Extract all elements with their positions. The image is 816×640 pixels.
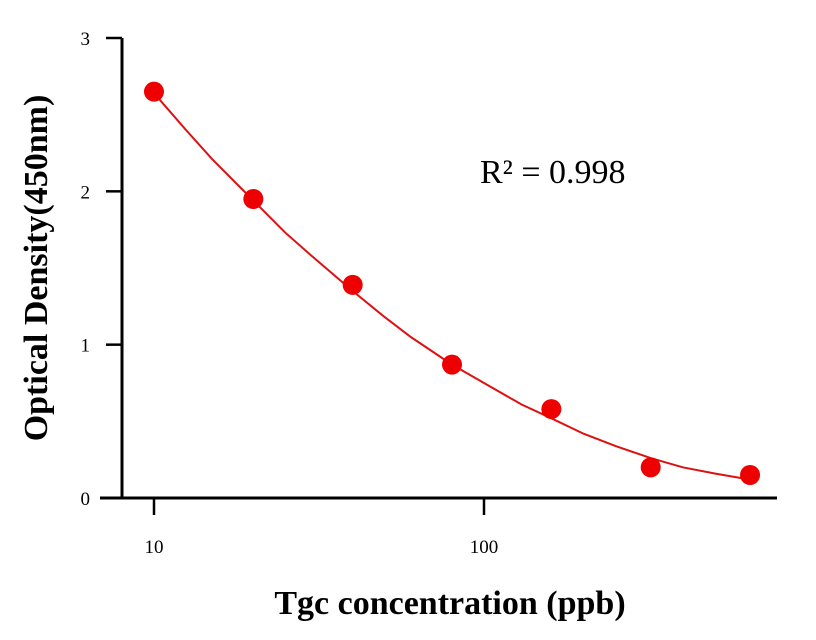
- x-tick-label: 10: [145, 537, 164, 558]
- data-point: [144, 81, 164, 102]
- y-axis-title: Optical Density(450nm): [18, 95, 55, 442]
- y-tick-label: 1: [81, 336, 91, 357]
- fit-curve: [153, 92, 751, 481]
- data-point: [342, 274, 363, 295]
- y-tick-label: 3: [81, 29, 91, 50]
- data-point: [541, 399, 562, 420]
- y-tick-label: 2: [81, 182, 91, 203]
- x-axis-title: Tgc concentration (ppb): [274, 585, 625, 622]
- r-squared-annotation: R² = 0.998: [480, 154, 626, 191]
- ticks: 0 1 2 3 10 100: [81, 29, 499, 558]
- data-point: [740, 465, 761, 485]
- y-tick-label: 0: [81, 489, 91, 510]
- axes: [100, 38, 777, 500]
- data-point: [243, 189, 264, 209]
- data-point: [640, 457, 661, 478]
- plot-area: [144, 81, 761, 485]
- data-point: [442, 354, 463, 375]
- x-tick-label: 100: [470, 537, 499, 558]
